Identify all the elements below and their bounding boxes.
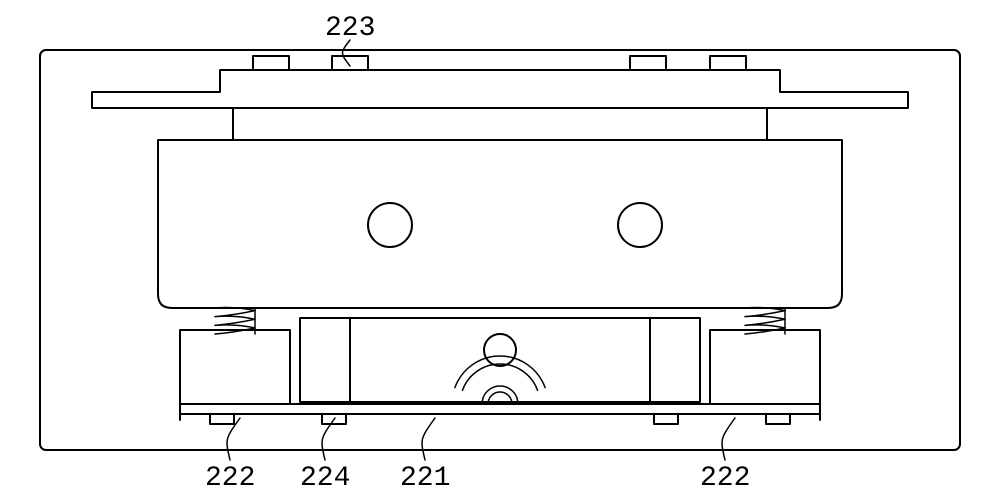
base-tab bbox=[766, 414, 790, 424]
top-pad bbox=[710, 56, 746, 70]
ref-label: 222 bbox=[205, 463, 255, 494]
ref-label: 222 bbox=[700, 463, 750, 494]
ref-label: 223 bbox=[325, 13, 375, 44]
base-tab bbox=[654, 414, 678, 424]
top-pad bbox=[253, 56, 289, 70]
top-pad bbox=[332, 56, 368, 70]
lower-block bbox=[180, 330, 290, 404]
body-hole bbox=[618, 203, 662, 247]
top-pad bbox=[630, 56, 666, 70]
lower-block bbox=[710, 330, 820, 404]
base-tab bbox=[210, 414, 234, 424]
ref-label: 221 bbox=[400, 463, 450, 494]
body-hole bbox=[368, 203, 412, 247]
outer-frame bbox=[40, 50, 960, 450]
carriage-hole bbox=[484, 334, 516, 366]
ref-label: 224 bbox=[300, 463, 350, 494]
carriage bbox=[300, 318, 700, 402]
